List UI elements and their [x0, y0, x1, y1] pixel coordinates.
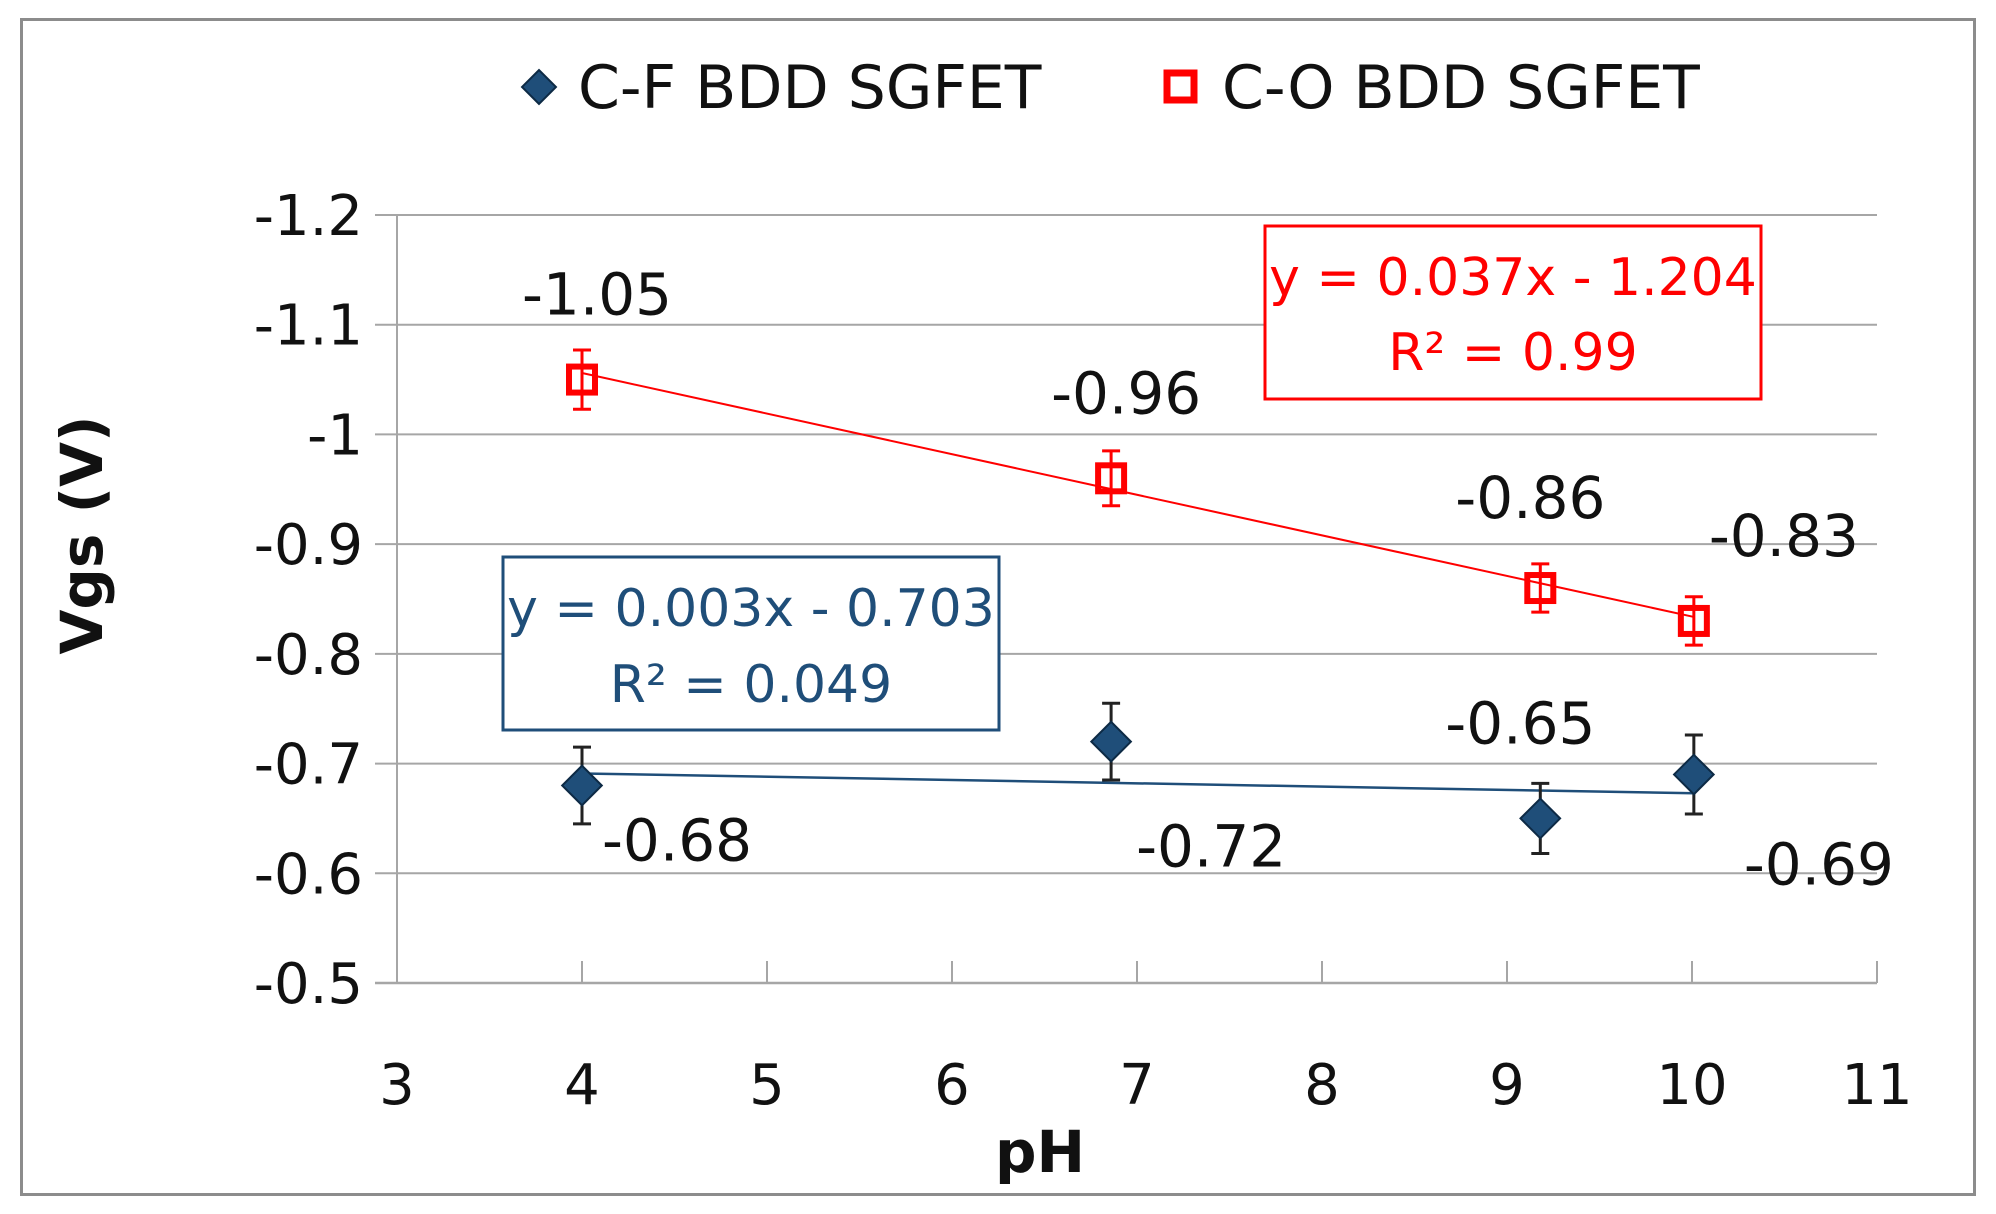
data-label-cf: -0.68	[602, 807, 752, 875]
data-label-co: -0.83	[1709, 502, 1859, 570]
equation-box-cf: y = 0.003x - 0.703 R² = 0.049	[501, 555, 1001, 732]
y-tick-label: -0.9	[254, 513, 363, 578]
legend-item-co[interactable]: C-O BDD SGFET	[1163, 53, 1700, 123]
marker-cf	[1672, 753, 1716, 796]
x-tick-label: 3	[379, 1053, 415, 1118]
trendlines	[581, 372, 1695, 795]
equation-box-co: y = 0.037x - 1.204 R² = 0.99	[1263, 224, 1763, 401]
r2-co: R² = 0.99	[1388, 323, 1637, 383]
trendline-cf	[581, 772, 1694, 795]
legend-label-cf: C-F BDD SGFET	[578, 53, 1042, 123]
marker-cf	[1519, 797, 1562, 840]
data-label-co: -0.86	[1455, 464, 1605, 532]
marker-co	[1524, 572, 1557, 605]
x-tick-labels: 3 4 5 6 7 8 9 10 11	[379, 1053, 1912, 1118]
marker-co	[1677, 604, 1710, 637]
y-tick-label: -0.8	[254, 623, 363, 688]
x-tick-label: 11	[1841, 1053, 1912, 1118]
marker-co	[566, 363, 598, 396]
x-tick-label: 7	[1119, 1053, 1155, 1118]
equation-co: y = 0.037x - 1.204	[1269, 248, 1757, 308]
legend-item-cf[interactable]: C-F BDD SGFET	[520, 53, 1042, 123]
x-tick-label: 6	[934, 1053, 970, 1118]
r2-cf: R² = 0.049	[610, 655, 892, 715]
equation-box-cf-border	[501, 555, 1001, 732]
data-label-cf: -0.65	[1445, 689, 1595, 757]
equation-box-co-border	[1263, 224, 1763, 401]
marker-cf	[560, 764, 604, 807]
legend-marker-cf	[520, 68, 558, 106]
legend-label-co: C-O BDD SGFET	[1222, 53, 1700, 123]
x-axis-title: pH	[995, 1118, 1085, 1186]
data-labels: -0.68 -0.72 -0.65 -0.69 -1.05 -0.96 -0.86 -0.83	[522, 261, 1894, 899]
x-tick-label: 5	[749, 1053, 785, 1118]
legend: C-F BDD SGFET C-O BDD SGFET	[520, 53, 1700, 123]
equation-cf: y = 0.003x - 0.703	[507, 579, 995, 639]
y-tick-labels: -1.2 -1.1 -1 -0.9 -0.8 -0.7 -0.6 -0.5	[254, 184, 363, 1017]
x-tick-label: 8	[1304, 1053, 1340, 1118]
legend-marker-co	[1163, 69, 1198, 104]
axes	[375, 214, 1878, 985]
y-axis-title: Vgs (V)	[48, 415, 116, 654]
y-tick-label: -0.5	[254, 952, 363, 1017]
x-tick-label: 9	[1489, 1053, 1525, 1118]
data-label-cf: -0.72	[1136, 813, 1286, 881]
marker-co	[1095, 462, 1128, 495]
y-tick-label: -0.7	[254, 733, 363, 798]
data-label-co: -1.05	[522, 261, 672, 329]
y-tick-label: -0.6	[254, 842, 363, 907]
y-tick-label: -1	[307, 403, 363, 468]
data-label-cf: -0.69	[1744, 831, 1894, 899]
marker-cf	[1089, 720, 1133, 763]
x-tick-label: 4	[564, 1053, 600, 1118]
y-tick-label: -1.2	[254, 184, 363, 249]
data-markers	[560, 363, 1716, 840]
y-tick-label: -1.1	[254, 294, 363, 359]
x-tick-label: 10	[1656, 1053, 1727, 1118]
trendline-co	[581, 372, 1695, 618]
data-label-co: -0.96	[1051, 359, 1201, 427]
